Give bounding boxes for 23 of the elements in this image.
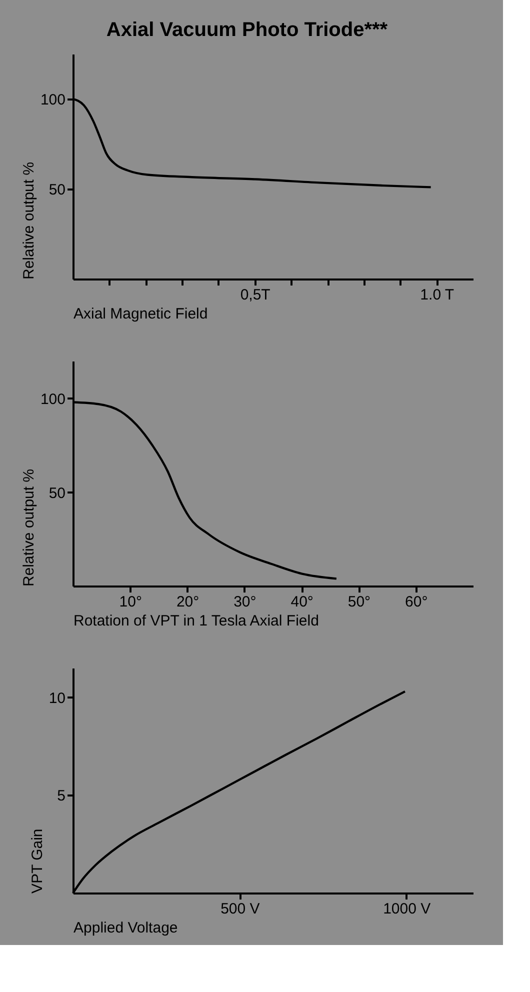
y-axis-title: Relative output % [20,162,38,280]
y-tick-label: 50 [48,182,66,198]
x-tick-label: 1000 V [383,900,431,918]
x-tick-label: 50° [348,594,371,610]
chart-title: Axial Vacuum Photo Triode*** [106,19,388,41]
y-axis-title: VPT Gain [28,828,46,894]
y-tick-label: 5 [57,788,66,805]
y-tick-label: 100 [40,92,66,108]
x-tick-label: 30° [234,594,256,610]
x-axis-title: Applied Voltage [74,920,178,936]
x-tick-label: 20° [176,594,200,610]
y-tick-label: 100 [40,391,66,408]
x-axis-title: Axial Magnetic Field [74,306,208,322]
x-tick-label: 0,5T [240,286,270,304]
y-axis-title: Relative output % [20,468,38,586]
x-tick-label: 40° [290,594,314,610]
x-tick-label: 1.0 T [420,286,454,304]
y-tick-label: 10 [48,690,66,707]
x-tick-label: 500 V [220,900,260,918]
x-axis-title: Rotation of VPT in 1 Tesla Axial Field [74,612,319,630]
x-tick-label: 60° [405,594,428,610]
x-tick-label: 10° [119,594,142,610]
y-tick-label: 50 [48,484,66,502]
